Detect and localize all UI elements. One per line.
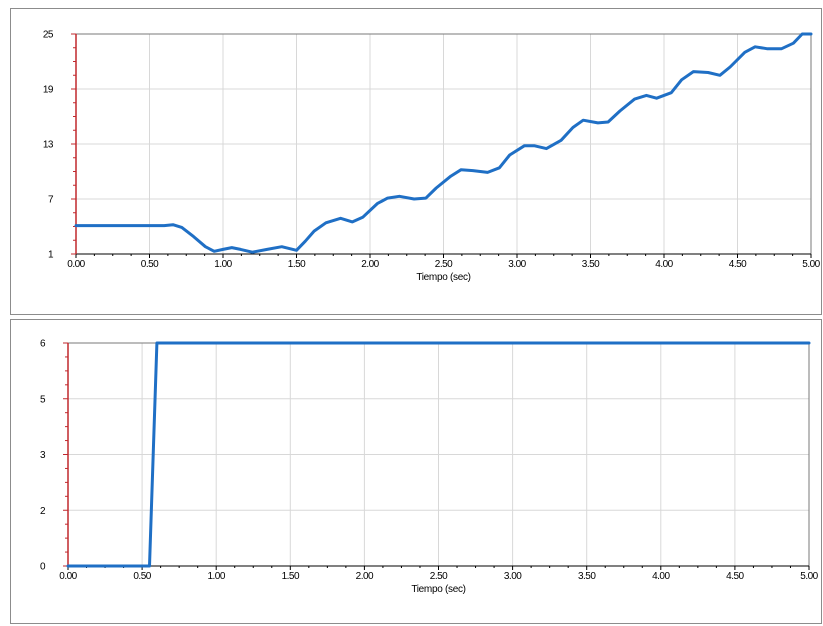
x-tick-label: 3.00 bbox=[504, 571, 522, 582]
y-tick-label: 1 bbox=[48, 250, 54, 261]
x-tick-label: 2.00 bbox=[361, 259, 379, 270]
x-tick-label: 5.00 bbox=[800, 571, 818, 582]
y-tick-label: 13 bbox=[43, 140, 54, 151]
x-tick-label: 4.00 bbox=[652, 571, 670, 582]
bottom-chart-panel: 0.00 0.50 1.00 1.50 2.00 2.50 3.00 3.50 4.00 4.50… bbox=[10, 319, 822, 624]
x-tick-label: 0.50 bbox=[141, 259, 159, 270]
x-tick-label: 2.50 bbox=[435, 259, 453, 270]
x-tick-label: 0.00 bbox=[67, 259, 85, 270]
y-tick-label: 19 bbox=[43, 85, 54, 96]
x-axis-title: Tiempo (sec) bbox=[411, 584, 465, 595]
y-tick-label: 25 bbox=[43, 30, 54, 41]
y-tick-label: 0 bbox=[40, 562, 46, 573]
x-tick-label: 1.50 bbox=[288, 259, 306, 270]
y-tick-label: 2 bbox=[40, 506, 46, 517]
series-line bbox=[66, 341, 811, 568]
x-tick-label: 3.00 bbox=[508, 259, 526, 270]
speed-chart: 0.00 0.50 1.00 1.50 2.00 2.50 3.00 3.50 4.00 4.50… bbox=[43, 30, 821, 284]
y-tick-label: 7 bbox=[48, 195, 54, 206]
x-tick-label: 5.00 bbox=[802, 259, 820, 270]
x-tick-label: 0.50 bbox=[133, 571, 151, 582]
y-tick-label: 6 bbox=[40, 339, 46, 350]
x-tick-label: 1.00 bbox=[207, 571, 225, 582]
x-tick-label: 2.50 bbox=[430, 571, 448, 582]
x-tick-label: 3.50 bbox=[582, 259, 600, 270]
series-line bbox=[74, 32, 813, 254]
top-chart-panel: 0.00 0.50 1.00 1.50 2.00 2.50 3.00 3.50 4.00 4.50… bbox=[10, 8, 822, 315]
x-axis-title: Tiempo (sec) bbox=[416, 272, 470, 283]
x-tick-label: 4.50 bbox=[729, 259, 747, 270]
x-tick-label: 3.50 bbox=[578, 571, 596, 582]
step-input-chart: 0.00 0.50 1.00 1.50 2.00 2.50 3.00 3.50 4.00 4.50… bbox=[40, 339, 819, 596]
x-tick-label: 4.50 bbox=[726, 571, 744, 582]
x-tick-label: 2.00 bbox=[356, 571, 374, 582]
y-tick-label: 5 bbox=[40, 394, 46, 405]
x-tick-label: 4.00 bbox=[655, 259, 673, 270]
x-tick-label: 1.00 bbox=[214, 259, 232, 270]
x-tick-label: 1.50 bbox=[282, 571, 300, 582]
x-tick-label: 0.00 bbox=[59, 571, 77, 582]
y-tick-label: 3 bbox=[40, 450, 46, 461]
